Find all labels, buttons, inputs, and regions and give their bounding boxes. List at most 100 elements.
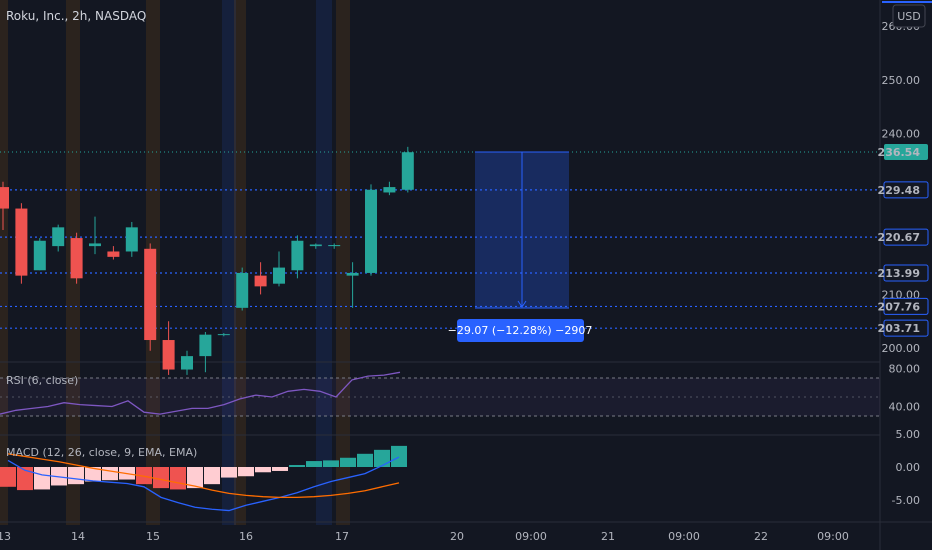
signal-line — [7, 453, 400, 499]
macd-line — [7, 456, 400, 512]
time-axis[interactable]: 13 14 15 16 17 20 09:00 21 09:00 22 09:00 — [0, 530, 849, 543]
macd-histogram — [0, 445, 407, 491]
candle-body — [273, 267, 285, 284]
price-tag-box — [883, 319, 929, 337]
candle-body — [383, 187, 396, 193]
macd-bar — [289, 465, 305, 467]
price-tag-box — [883, 228, 929, 246]
price-tag: 203.71 — [878, 322, 920, 335]
candle-body — [181, 356, 193, 370]
price-tag-box — [883, 264, 929, 282]
macd-bar — [204, 467, 220, 485]
candles — [0, 146, 414, 375]
candle-body — [291, 240, 304, 271]
price-tick: 250.00 — [882, 74, 921, 87]
session-band — [222, 0, 236, 525]
time-tick: 09:00 — [817, 530, 849, 543]
price-tag: 213.99 — [878, 267, 920, 280]
candle-body — [107, 251, 120, 257]
candle-body — [309, 244, 322, 247]
macd-bar — [255, 467, 271, 473]
candle-body — [0, 187, 9, 209]
candle-body — [33, 240, 46, 271]
symbol-title: Roku, Inc., 2h, NASDAQ — [6, 9, 146, 23]
candle-body — [144, 248, 157, 341]
price-tag-box — [883, 297, 929, 315]
candle-body — [328, 245, 341, 247]
price-range-measure[interactable]: −29.07 (−12.28%) −2907 — [448, 151, 593, 342]
price-tag-box — [884, 144, 928, 160]
candle-body — [199, 334, 212, 357]
price-tag: 236.54 — [878, 146, 921, 159]
price-tag: 207.76 — [878, 300, 921, 313]
time-tick: 14 — [71, 530, 85, 543]
candle-body — [365, 189, 377, 273]
time-tick: 13 — [0, 530, 11, 543]
rsi-pane: RSI (6, close) — [0, 371, 880, 417]
price-tags: 236.54 229.48 220.67 213.99 207.76 203.71 — [878, 144, 929, 337]
candle-body — [125, 227, 138, 252]
time-tick: 09:00 — [668, 530, 700, 543]
candle-body — [70, 238, 83, 279]
price-tag-box — [883, 181, 929, 199]
macd-bar — [153, 467, 169, 489]
macd-tick: 5.00 — [896, 428, 921, 441]
macd-bar — [374, 449, 390, 467]
macd-bar — [238, 467, 254, 477]
price-pane: −29.07 (−12.28%) −2907 — [0, 146, 880, 375]
time-tick: 15 — [146, 530, 160, 543]
time-tick: 22 — [754, 530, 768, 543]
macd-ticks: 5.00 0.00 -5.00 — [892, 428, 920, 507]
macd-bar — [391, 445, 407, 467]
session-band — [316, 0, 332, 525]
macd-pane: MACD (12, 26, close, 9, EMA, EMA) — [0, 445, 407, 512]
time-tick: 21 — [601, 530, 615, 543]
session-band — [234, 0, 246, 525]
macd-bar — [221, 467, 237, 478]
macd-bar — [85, 467, 101, 482]
candle-body — [89, 243, 101, 247]
macd-bar — [34, 467, 50, 490]
measure-arrow-head — [517, 300, 527, 308]
rsi-tick: 80.00 — [889, 363, 921, 376]
macd-bar — [340, 457, 356, 467]
rsi-line — [0, 371, 401, 415]
macd-tick: -5.00 — [892, 494, 920, 507]
currency-label: USD — [897, 10, 921, 23]
candle-body — [346, 272, 359, 276]
price-tick: 240.00 — [882, 127, 921, 140]
time-tick: 17 — [335, 530, 349, 543]
candle-body — [254, 275, 267, 287]
time-tick: 20 — [450, 530, 464, 543]
candle-body — [162, 340, 175, 370]
time-tick: 16 — [239, 530, 253, 543]
macd-bar — [357, 453, 373, 467]
measure-label-box — [457, 319, 584, 342]
macd-tick: 0.00 — [896, 461, 921, 474]
macd-bar — [272, 467, 288, 471]
rsi-tick: 40.00 — [889, 401, 921, 414]
rsi-title: RSI (6, close) — [6, 374, 78, 387]
price-tag: 220.67 — [878, 231, 920, 244]
candle-body — [15, 208, 28, 276]
macd-bar — [187, 467, 203, 489]
macd-bar — [68, 467, 84, 485]
candle-body — [236, 272, 249, 308]
time-tick: 09:00 — [515, 530, 547, 543]
macd-bar — [0, 467, 16, 487]
rsi-ticks: 40.00 80.00 — [889, 363, 921, 414]
macd-bar — [323, 460, 339, 467]
macd-bar — [170, 467, 186, 490]
candle-body — [217, 334, 230, 336]
macd-bar — [51, 467, 67, 486]
price-tag: 229.48 — [878, 184, 920, 197]
macd-bar — [102, 467, 118, 481]
candle-body — [401, 152, 414, 190]
currency-button[interactable] — [892, 4, 926, 28]
measure-label: −29.07 (−12.28%) −2907 — [448, 324, 593, 337]
session-band — [0, 0, 8, 525]
macd-bar — [136, 467, 152, 485]
